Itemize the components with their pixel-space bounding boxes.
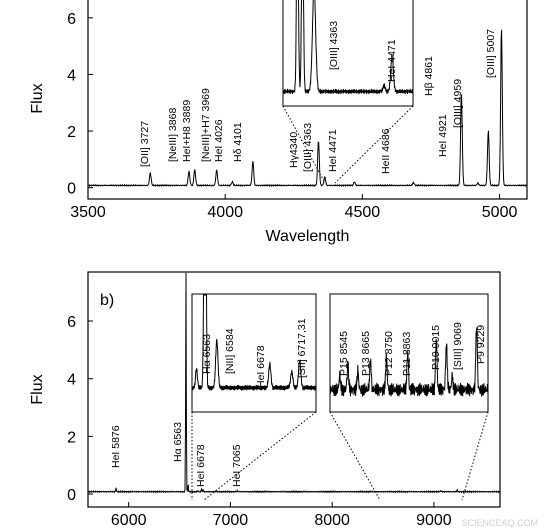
inset-line-label: [OIII] 4363 [328,21,340,70]
line-label: [NeIII] 3868 [167,108,179,162]
y-tick-label: 0 [67,487,76,504]
x-tick-label: 4000 [207,204,243,221]
y-tick-label: 2 [67,429,76,446]
line-label: HeI 6678 [195,444,207,487]
line-label: HeI 5876 [110,425,122,468]
inset-spectrum [329,327,489,397]
zoom-connector [203,411,317,501]
line-label: HeII 4686 [380,128,392,174]
inset-line-label: HeI 6678 [255,345,267,388]
x-tick-label: 8000 [314,512,350,529]
y-axis-label: Flux [29,374,46,404]
panel-b: 6000 7000 8000 9000 0 2 4 6 Flux b) HeI 5876 Hα 656… [29,271,501,529]
x-tick-label: 3500 [70,204,106,221]
x-axis-label: Wavelength [266,228,350,245]
line-label: Hδ 4101 [232,122,244,162]
panel-a: 3500 4000 4500 5000 0 2 4 6 Flux Wavelength [OII] … [29,0,528,245]
inset-line-label: P9 9229 [475,325,487,364]
zoom-connector [461,411,489,501]
watermark: SCIENCEAQ.COM [461,518,538,528]
y-tick-label: 4 [67,67,76,84]
zoom-connector [329,411,381,501]
inset-line-label: [SIII] 9069 [452,322,464,370]
inset-line-label: P15 8545 [338,331,350,376]
x-tick-label: 4500 [345,204,381,221]
inset-line-label: [NII] 6584 [224,328,236,374]
plot-frame [87,0,528,200]
line-label: HeI 4471 [327,129,339,172]
y-axis-label: Flux [29,83,46,113]
x-tick-label: 7000 [213,512,249,529]
spectrum-line [87,272,501,494]
inset-box [191,293,317,413]
plot-frame [87,271,501,508]
line-label: HeI 4921 [437,114,449,157]
zoom-connector [334,105,414,184]
inset-box [282,0,414,107]
y-tick-label: 6 [67,11,76,28]
inset-line-label: P10 9015 [430,325,442,370]
inset-line-label: P12 8750 [383,331,395,376]
x-tick-label: 5000 [482,204,518,221]
line-label: HeI 4026 [213,119,225,162]
y-tick-label: 6 [67,314,76,331]
inset-line-label: P11 8863 [401,332,413,376]
x-tick-label: 9000 [416,512,452,529]
inset-line-label: P13 8665 [360,331,372,376]
line-label: HeI+H8 3889 [181,100,193,162]
y-tick-label: 2 [67,124,76,141]
line-label: [OIII] 4959 [452,79,464,128]
line-label: Hβ 4861 [423,56,435,96]
line-label: HeI 7065 [231,444,243,487]
line-label: [OIII] 4363 [302,123,314,172]
line-label: [NeIII]+H7 3969 [200,88,212,162]
line-label: Hγ4340 [288,132,300,168]
y-tick-label: 4 [67,372,76,389]
spectrum-line [87,29,528,188]
inset-line-label: [SII] 6717,31 [296,318,308,378]
y-tick-label: 0 [67,181,76,198]
inset-line-label: Hα 6563 [201,334,213,374]
panel-label: b) [100,292,114,309]
zoom-connector [282,105,326,184]
x-tick-label: 6000 [111,512,147,529]
inset-spectrum [191,294,317,392]
inset-line-label: HeI 4471 [386,39,398,82]
inset-spectrum [282,0,414,95]
line-label: Hα 6563 [172,422,184,462]
line-label: [OII] 3727 [139,121,151,167]
line-label: [OIII] 5007 [485,29,497,78]
